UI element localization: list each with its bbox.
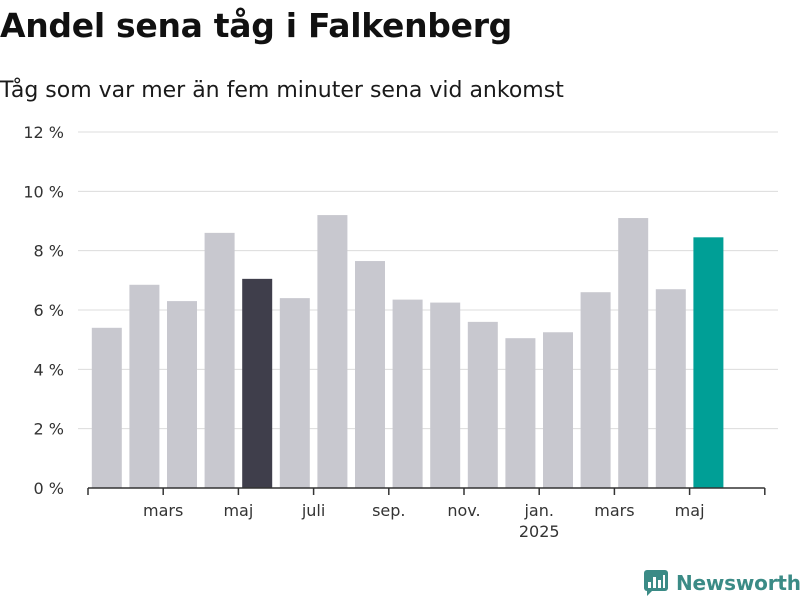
y-tick-label: 2 % <box>34 420 64 439</box>
y-tick-label: 8 % <box>34 242 64 261</box>
x-tick-label: maj <box>675 501 705 520</box>
bar-2024-01 <box>91 327 122 488</box>
bar-2025-05 <box>693 237 724 488</box>
bar-2024-04 <box>204 232 235 488</box>
bar-2024-05 <box>242 278 273 488</box>
x-tick-year-label: 2025 <box>519 522 560 541</box>
bar-2024-06 <box>279 298 310 488</box>
bar-2025-04 <box>655 289 686 488</box>
bar-2024-08 <box>355 261 385 488</box>
x-tick-label: jan. <box>523 501 553 520</box>
x-tick-label: mars <box>594 501 634 520</box>
x-tick-label: juli <box>301 501 325 520</box>
bar-2024-09 <box>392 299 423 488</box>
y-tick-label: 6 % <box>34 301 64 320</box>
bar-2024-11 <box>467 321 498 488</box>
brand-logo: Newsworthy <box>644 568 800 598</box>
bar-2025-01 <box>543 332 573 488</box>
bar-2025-02 <box>580 292 611 488</box>
bar-2025-03 <box>618 218 649 489</box>
brand-name: Newsworthy <box>676 571 800 595</box>
bar-chart-pin-icon <box>644 570 668 596</box>
x-tick-label: mars <box>143 501 183 520</box>
chart-title: Andel sena tåg i Falkenberg <box>0 6 512 45</box>
bar-2024-02 <box>129 284 160 488</box>
bar-2024-10 <box>430 302 461 488</box>
x-tick-label: nov. <box>447 501 480 520</box>
bar-2024-07 <box>317 215 348 489</box>
x-tick-label: maj <box>223 501 253 520</box>
chart-subtitle: Tåg som var mer än fem minuter sena vid … <box>0 78 564 103</box>
bar-2024-12 <box>505 338 536 488</box>
y-tick-label: 12 % <box>23 123 64 142</box>
y-tick-label: 4 % <box>34 360 64 379</box>
y-tick-label: 0 % <box>34 479 64 498</box>
y-tick-label: 10 % <box>23 182 64 201</box>
bar-2024-03 <box>167 301 197 488</box>
x-tick-label: sep. <box>372 501 405 520</box>
